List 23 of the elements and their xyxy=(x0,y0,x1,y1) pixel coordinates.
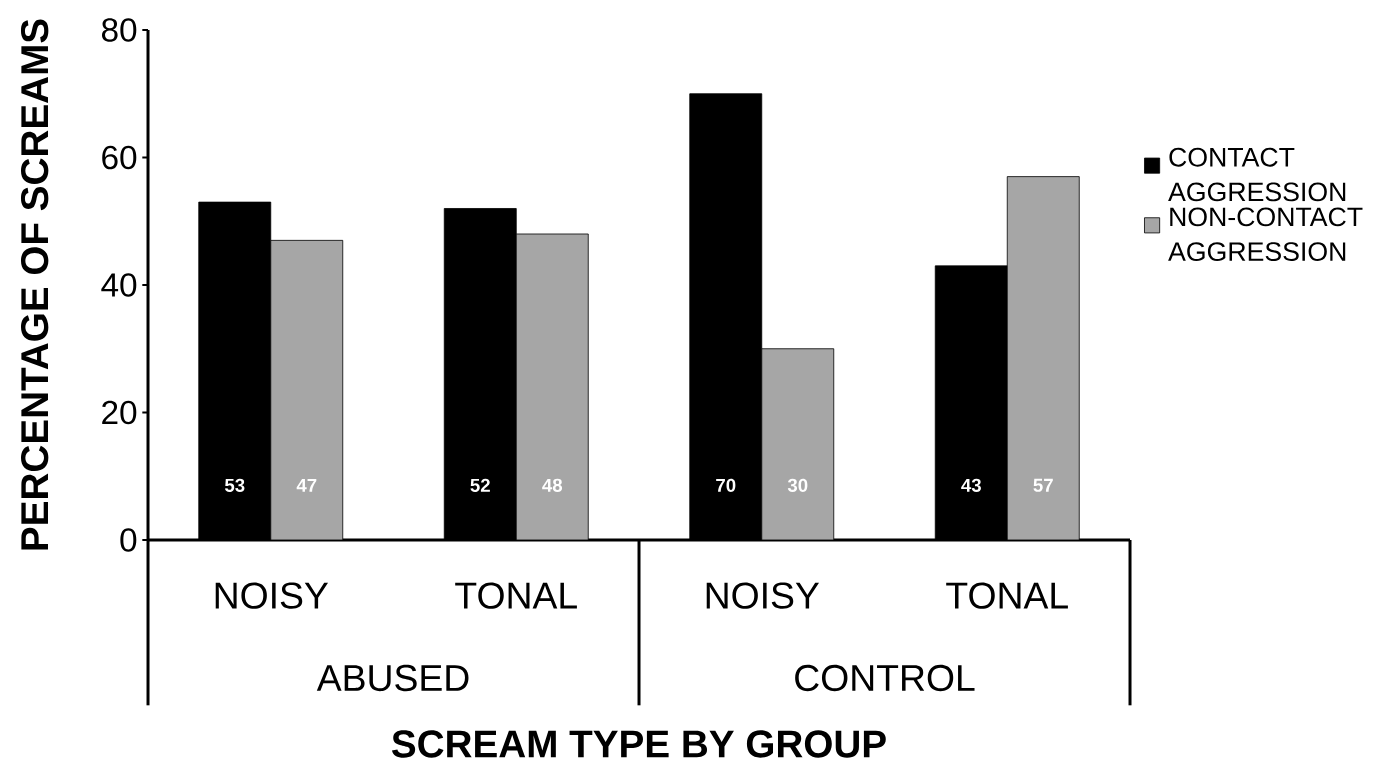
data-label: 47 xyxy=(296,478,317,492)
y-tick-label: 20 xyxy=(102,400,137,425)
legend-label: CONTACT AGGRESSION xyxy=(1168,147,1346,202)
y-tick-label: 40 xyxy=(101,273,137,297)
data-label: 48 xyxy=(542,478,563,492)
data-label: 70 xyxy=(716,478,736,492)
x-tick-label: NOISY xyxy=(215,582,329,609)
y-tick-label: 0 xyxy=(120,528,137,552)
y-tick-label: 60 xyxy=(102,145,137,170)
data-label: 30 xyxy=(787,478,808,492)
y-tick-label: 80 xyxy=(101,18,137,42)
x-tick-label: TONAL xyxy=(946,582,1068,609)
data-label: 57 xyxy=(1033,478,1053,492)
legend-label: NON-CONTACT AGGRESSION xyxy=(1168,207,1363,262)
text: CONTROL xyxy=(795,664,975,692)
x-axis-title: SCREAM TYPE BY GROUP xyxy=(391,730,886,758)
y-axis-title: PERCENTAGE OF SCREAMS xyxy=(20,19,49,550)
x-tick-label: NOISY xyxy=(706,582,820,609)
data-label: 52 xyxy=(470,478,490,492)
data-label: 43 xyxy=(961,478,981,492)
text: ABUSED xyxy=(316,664,469,692)
data-label: 53 xyxy=(224,478,245,492)
x-tick-label: TONAL xyxy=(455,582,577,609)
